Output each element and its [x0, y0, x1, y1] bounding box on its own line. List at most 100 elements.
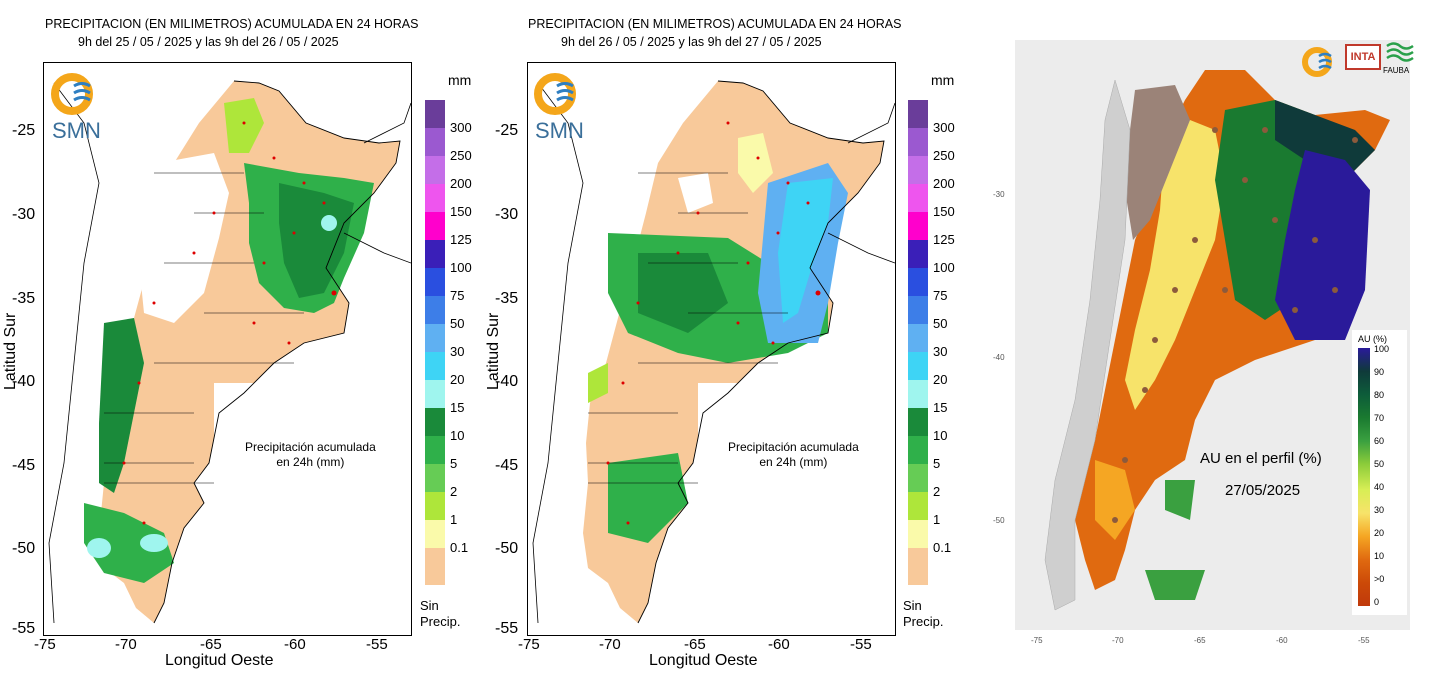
precip-map-2	[532, 80, 895, 624]
au-legend-label: 50	[1374, 459, 1385, 469]
x-tick: -55	[850, 636, 872, 653]
legend-swatch	[425, 156, 445, 184]
au-annotation-date: 27/05/2025	[1225, 482, 1301, 499]
x-tick: -70	[599, 636, 621, 653]
y-tick: -40	[495, 373, 519, 390]
x-tick: -70	[115, 636, 137, 653]
precip-region-10	[279, 183, 354, 298]
legend-swatch	[425, 212, 445, 240]
legend-label: 0.1	[933, 540, 952, 555]
legend-label: 100	[933, 260, 955, 275]
y-tick: -55	[495, 620, 519, 637]
au-legend-label: 70	[1374, 413, 1385, 423]
legend-label: 125	[933, 232, 955, 247]
au-mid-region	[1125, 120, 1225, 410]
legend-label: 300	[933, 120, 955, 135]
au-legend-label: 0	[1374, 597, 1380, 607]
legend-label: 150	[933, 204, 955, 219]
x-tick: -70	[1112, 636, 1124, 645]
legend-label: 250	[450, 148, 472, 163]
legend-swatch	[908, 268, 928, 296]
legend-swatch	[425, 240, 445, 268]
chile-gray	[1044, 79, 1131, 611]
province-borders	[104, 172, 304, 484]
y-tick: -35	[495, 290, 519, 307]
legend-no-precip: Sin Precip.	[420, 598, 460, 630]
y-tick: -50	[993, 516, 1005, 525]
legend-swatch	[908, 296, 928, 324]
legend-swatch	[908, 492, 928, 520]
precip-region-01	[738, 133, 773, 193]
au-legend-gradient	[1358, 348, 1370, 606]
au-legend-label: >0	[1374, 574, 1385, 584]
legend-unit: mm	[931, 72, 955, 88]
no-precip-region-south	[204, 383, 384, 623]
no-precip-region-south	[688, 383, 868, 623]
x-tick: -75	[34, 636, 56, 653]
legend-swatch	[425, 548, 445, 585]
au-very-high-region	[1275, 100, 1375, 180]
legend-swatch	[908, 380, 928, 408]
legend-swatch	[425, 380, 445, 408]
legend-swatch	[908, 156, 928, 184]
brazil-border	[847, 102, 895, 144]
legend-swatch	[908, 408, 928, 436]
legend-label: 0.1	[450, 540, 469, 555]
au-legend-label: 100	[1374, 344, 1390, 354]
legend-label: 1	[450, 512, 458, 527]
au-legend-label: 30	[1374, 505, 1385, 515]
au-legend: AU (%) 100 90 80 70 60 50 40 30 20 10 >0…	[1352, 330, 1407, 615]
legend-label: 75	[450, 288, 465, 303]
au-legend-label: 90	[1374, 367, 1385, 377]
y-tick: -40	[12, 373, 36, 390]
au-legend-label: 20	[1374, 528, 1385, 538]
au-saturated-region	[1275, 150, 1370, 340]
y-tick: -50	[12, 540, 36, 557]
precip-map-1	[48, 80, 411, 624]
legend-swatch	[908, 128, 928, 156]
map-annotation: Precipitación acumulada en 24h (mm)	[728, 440, 859, 470]
precip-region-15-south2	[87, 538, 111, 558]
x-tick: -65	[1194, 636, 1206, 645]
legend-label: 5	[933, 456, 941, 471]
x-tick: -60	[768, 636, 790, 653]
x-tick: -65	[684, 636, 706, 653]
legend-label: 200	[933, 176, 955, 191]
legend-swatch	[425, 128, 445, 156]
legend-label: 200	[450, 176, 472, 191]
precip-region-10-andes	[99, 318, 144, 493]
legend-label: 150	[450, 204, 472, 219]
legend-label: 2	[450, 484, 458, 499]
legend-label: 10	[933, 428, 948, 443]
legend-swatch	[425, 324, 445, 352]
legend-no-precip: Sin Precip.	[903, 598, 943, 630]
legend-swatch	[425, 296, 445, 324]
y-tick: -30	[12, 206, 36, 223]
legend-label: 5	[450, 456, 458, 471]
legend-label: 15	[450, 400, 465, 415]
y-tick: -45	[12, 457, 36, 474]
x-tick: -75	[518, 636, 540, 653]
uruguay-border	[827, 232, 895, 264]
legend-swatch	[425, 492, 445, 520]
y-tick: -45	[495, 457, 519, 474]
x-tick: -60	[1276, 636, 1288, 645]
map-title-line2: 9h del 26 / 05 / 2025 y las 9h del 27 / …	[561, 35, 822, 49]
x-tick: -55	[1358, 636, 1370, 645]
inta-logo: INTA	[1345, 44, 1381, 70]
au-tierra-del-fuego	[1145, 570, 1205, 600]
precip-map-panel-2: PRECIPITACION (EN MILIMETROS) ACUMULADA …	[485, 0, 975, 673]
au-south-mid	[1095, 460, 1135, 540]
no-precip-line1: Sin	[420, 598, 439, 613]
legend-swatch	[908, 548, 928, 585]
au-legend-label: 40	[1374, 482, 1385, 492]
station-points	[1112, 127, 1358, 523]
smn-logo-text: SMN	[535, 118, 584, 143]
argentina-coast	[637, 80, 885, 624]
legend-label: 100	[450, 260, 472, 275]
no-precip-line2: Precip.	[420, 614, 461, 629]
y-tick: -35	[12, 290, 36, 307]
station-dots	[122, 121, 337, 525]
no-precip-line2: Precip.	[903, 614, 944, 629]
precip-region-5-south	[84, 503, 174, 583]
